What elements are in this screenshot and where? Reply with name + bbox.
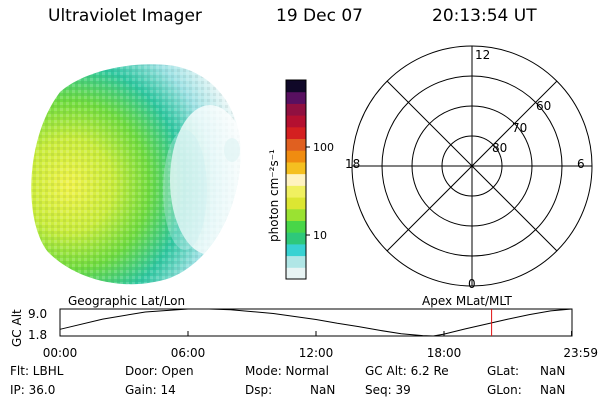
colorbar-cell bbox=[286, 161, 306, 175]
mlt-label-12: 12 bbox=[475, 48, 490, 62]
colorbar-cell bbox=[286, 138, 306, 151]
colorbar-cell bbox=[286, 80, 306, 93]
altitude-xticks: 00:00 06:00 12:00 18:00 23:59 bbox=[43, 331, 598, 360]
mlt-label-0: 0 bbox=[468, 277, 476, 291]
colorbar-cell bbox=[286, 220, 306, 233]
colorbar-cell bbox=[286, 197, 306, 210]
uv-earth-image bbox=[31, 64, 241, 285]
colorbar-cell bbox=[286, 173, 306, 186]
filter-status: Flt: LBHL bbox=[10, 364, 64, 378]
altitude-xtick-label: 00:00 bbox=[43, 346, 78, 360]
instrument-title: Ultraviolet Imager bbox=[48, 6, 202, 26]
colorbar-cell bbox=[286, 255, 306, 268]
colorbar-cell bbox=[286, 150, 306, 163]
colorbar-cell bbox=[286, 232, 306, 245]
gain-status: Gain: 14 bbox=[125, 383, 176, 397]
colorbar-unit-label: photon cm⁻²s⁻¹ bbox=[267, 149, 281, 242]
colorbar-tick-label-10: 10 bbox=[313, 229, 327, 242]
colorbar-cell bbox=[286, 208, 306, 221]
glon-value: NaN bbox=[540, 383, 566, 397]
altitude-xtick-label: 23:59 bbox=[563, 346, 598, 360]
colorbar-cell bbox=[286, 243, 306, 257]
mode-status: Mode: Normal bbox=[245, 364, 329, 378]
observation-time: 20:13:54 UT bbox=[432, 6, 537, 26]
mlat-label-60: 60 bbox=[536, 99, 551, 113]
colorbar-cell bbox=[286, 267, 306, 280]
door-status: Door: Open bbox=[125, 364, 194, 378]
glat-value: NaN bbox=[540, 364, 566, 378]
colorbar-frame bbox=[285, 79, 307, 280]
geographic-title: Geographic Lat/Lon bbox=[68, 294, 185, 308]
gc-alt-status: GC Alt: 6.2 Re bbox=[365, 364, 449, 378]
glat-label: GLat: bbox=[487, 364, 520, 378]
altitude-ytick-bottom: 1.8 bbox=[28, 328, 47, 342]
mlat-label-80: 80 bbox=[492, 141, 507, 155]
colorbar-cell bbox=[286, 91, 306, 104]
dsp-label: Dsp: bbox=[245, 383, 273, 397]
mlat-mlt-polar-grid bbox=[351, 45, 593, 287]
apex-title: Apex MLat/MLT bbox=[422, 294, 512, 308]
colorbar-cell bbox=[286, 115, 306, 128]
altitude-ytick-top: 9.0 bbox=[28, 307, 47, 321]
altitude-xtick-label: 12:00 bbox=[299, 346, 334, 360]
ip-status: IP: 36.0 bbox=[10, 383, 56, 397]
colorbar-cell bbox=[286, 103, 306, 116]
dsp-value: NaN bbox=[310, 383, 336, 397]
glon-label: GLon: bbox=[487, 383, 522, 397]
observation-date: 19 Dec 07 bbox=[276, 6, 363, 26]
mlt-label-18: 18 bbox=[345, 157, 360, 171]
altitude-xtick-label: 06:00 bbox=[171, 346, 206, 360]
colorbar-cell bbox=[286, 185, 306, 198]
sequence-status: Seq: 39 bbox=[365, 383, 411, 397]
altitude-axis-label: GC Alt bbox=[10, 309, 24, 347]
colorbar-tick-label-100: 100 bbox=[313, 141, 334, 154]
altitude-series-line bbox=[59, 308, 572, 337]
altitude-xtick-label: 18:00 bbox=[427, 346, 462, 360]
colorbar bbox=[286, 80, 306, 280]
colorbar-cell bbox=[286, 126, 306, 140]
mlat-label-70: 70 bbox=[512, 121, 527, 135]
mlt-label-6: 6 bbox=[577, 157, 585, 171]
